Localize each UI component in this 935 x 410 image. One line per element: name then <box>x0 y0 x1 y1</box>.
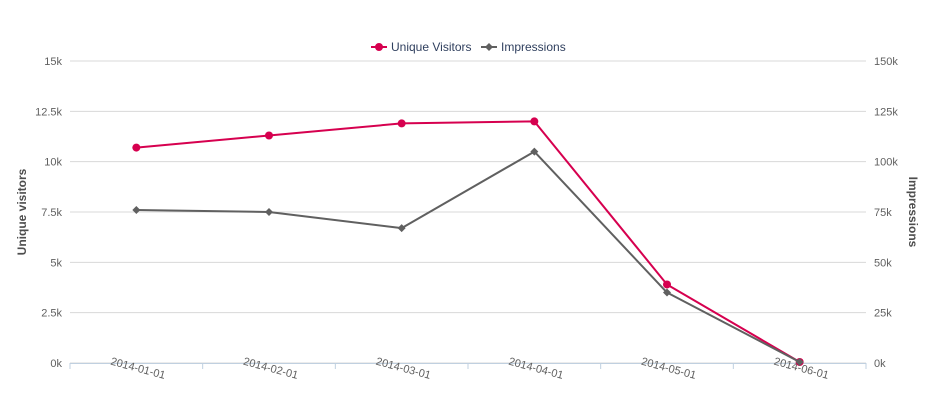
legend-label: Unique Visitors <box>391 40 471 54</box>
legend-marker <box>375 43 383 51</box>
x-tick-label: 2014-02-01 <box>242 356 299 382</box>
y-left-tick-label: 2.5k <box>41 308 62 320</box>
legend-item[interactable]: Unique Visitors <box>371 40 471 54</box>
y-left-tick-label: 0k <box>50 358 62 370</box>
data-point[interactable] <box>663 288 671 297</box>
data-point[interactable] <box>397 224 406 233</box>
data-point[interactable] <box>530 147 539 156</box>
series-impressions[interactable] <box>132 147 804 366</box>
legend-marker <box>485 43 493 51</box>
data-point[interactable] <box>795 357 804 366</box>
y-axis-right: 0k 25k 50k 75k 100k 125k 150k <box>874 56 898 370</box>
legend-label: Impressions <box>501 40 566 54</box>
y-left-tick-label: 10k <box>44 157 62 169</box>
y-left-tick-label: 7.5k <box>41 207 62 219</box>
y-right-tick-label: 25k <box>874 308 892 320</box>
y-right-tick-label: 125k <box>874 106 898 118</box>
data-point[interactable] <box>132 143 141 152</box>
series-line[interactable] <box>136 150 801 363</box>
x-tick-label: 2014-05-01 <box>640 356 697 382</box>
data-point[interactable] <box>530 117 539 126</box>
legend-item[interactable]: Impressions <box>481 40 566 54</box>
series-line[interactable] <box>136 120 801 363</box>
y-left-tick-label: 12.5k <box>35 106 62 118</box>
legend[interactable]: Unique Visitors Impressions <box>371 40 566 54</box>
y-axis-right-title: Impressions <box>906 177 920 248</box>
x-tick-label: 2014-03-01 <box>375 356 432 382</box>
y-axis-left-title: Unique visitors <box>15 168 29 255</box>
data-point[interactable] <box>132 205 141 214</box>
y-right-tick-label: 75k <box>874 207 892 219</box>
y-left-tick-label: 15k <box>44 56 62 68</box>
data-point[interactable] <box>397 119 406 128</box>
series-layer <box>132 117 804 366</box>
x-tick-label: 2014-04-01 <box>507 356 564 382</box>
y-right-tick-label: 150k <box>874 56 898 68</box>
y-left-tick-label: 5k <box>50 257 62 269</box>
data-point[interactable] <box>265 131 273 140</box>
x-tick-label: 2014-01-01 <box>109 356 166 382</box>
x-axis: 2014-01-01 2014-02-01 2014-03-01 2014-04-01… <box>69 356 867 382</box>
grid-lines <box>70 60 866 364</box>
data-point[interactable] <box>663 280 671 289</box>
series-unique-visitors[interactable] <box>132 117 804 366</box>
y-axis-left: 0k 2.5k 5k 7.5k 10k 12.5k 15k <box>35 56 62 370</box>
y-right-tick-label: 0k <box>874 358 886 370</box>
y-right-tick-label: 50k <box>874 257 892 269</box>
y-right-tick-label: 100k <box>874 157 898 169</box>
data-point[interactable] <box>265 208 273 216</box>
